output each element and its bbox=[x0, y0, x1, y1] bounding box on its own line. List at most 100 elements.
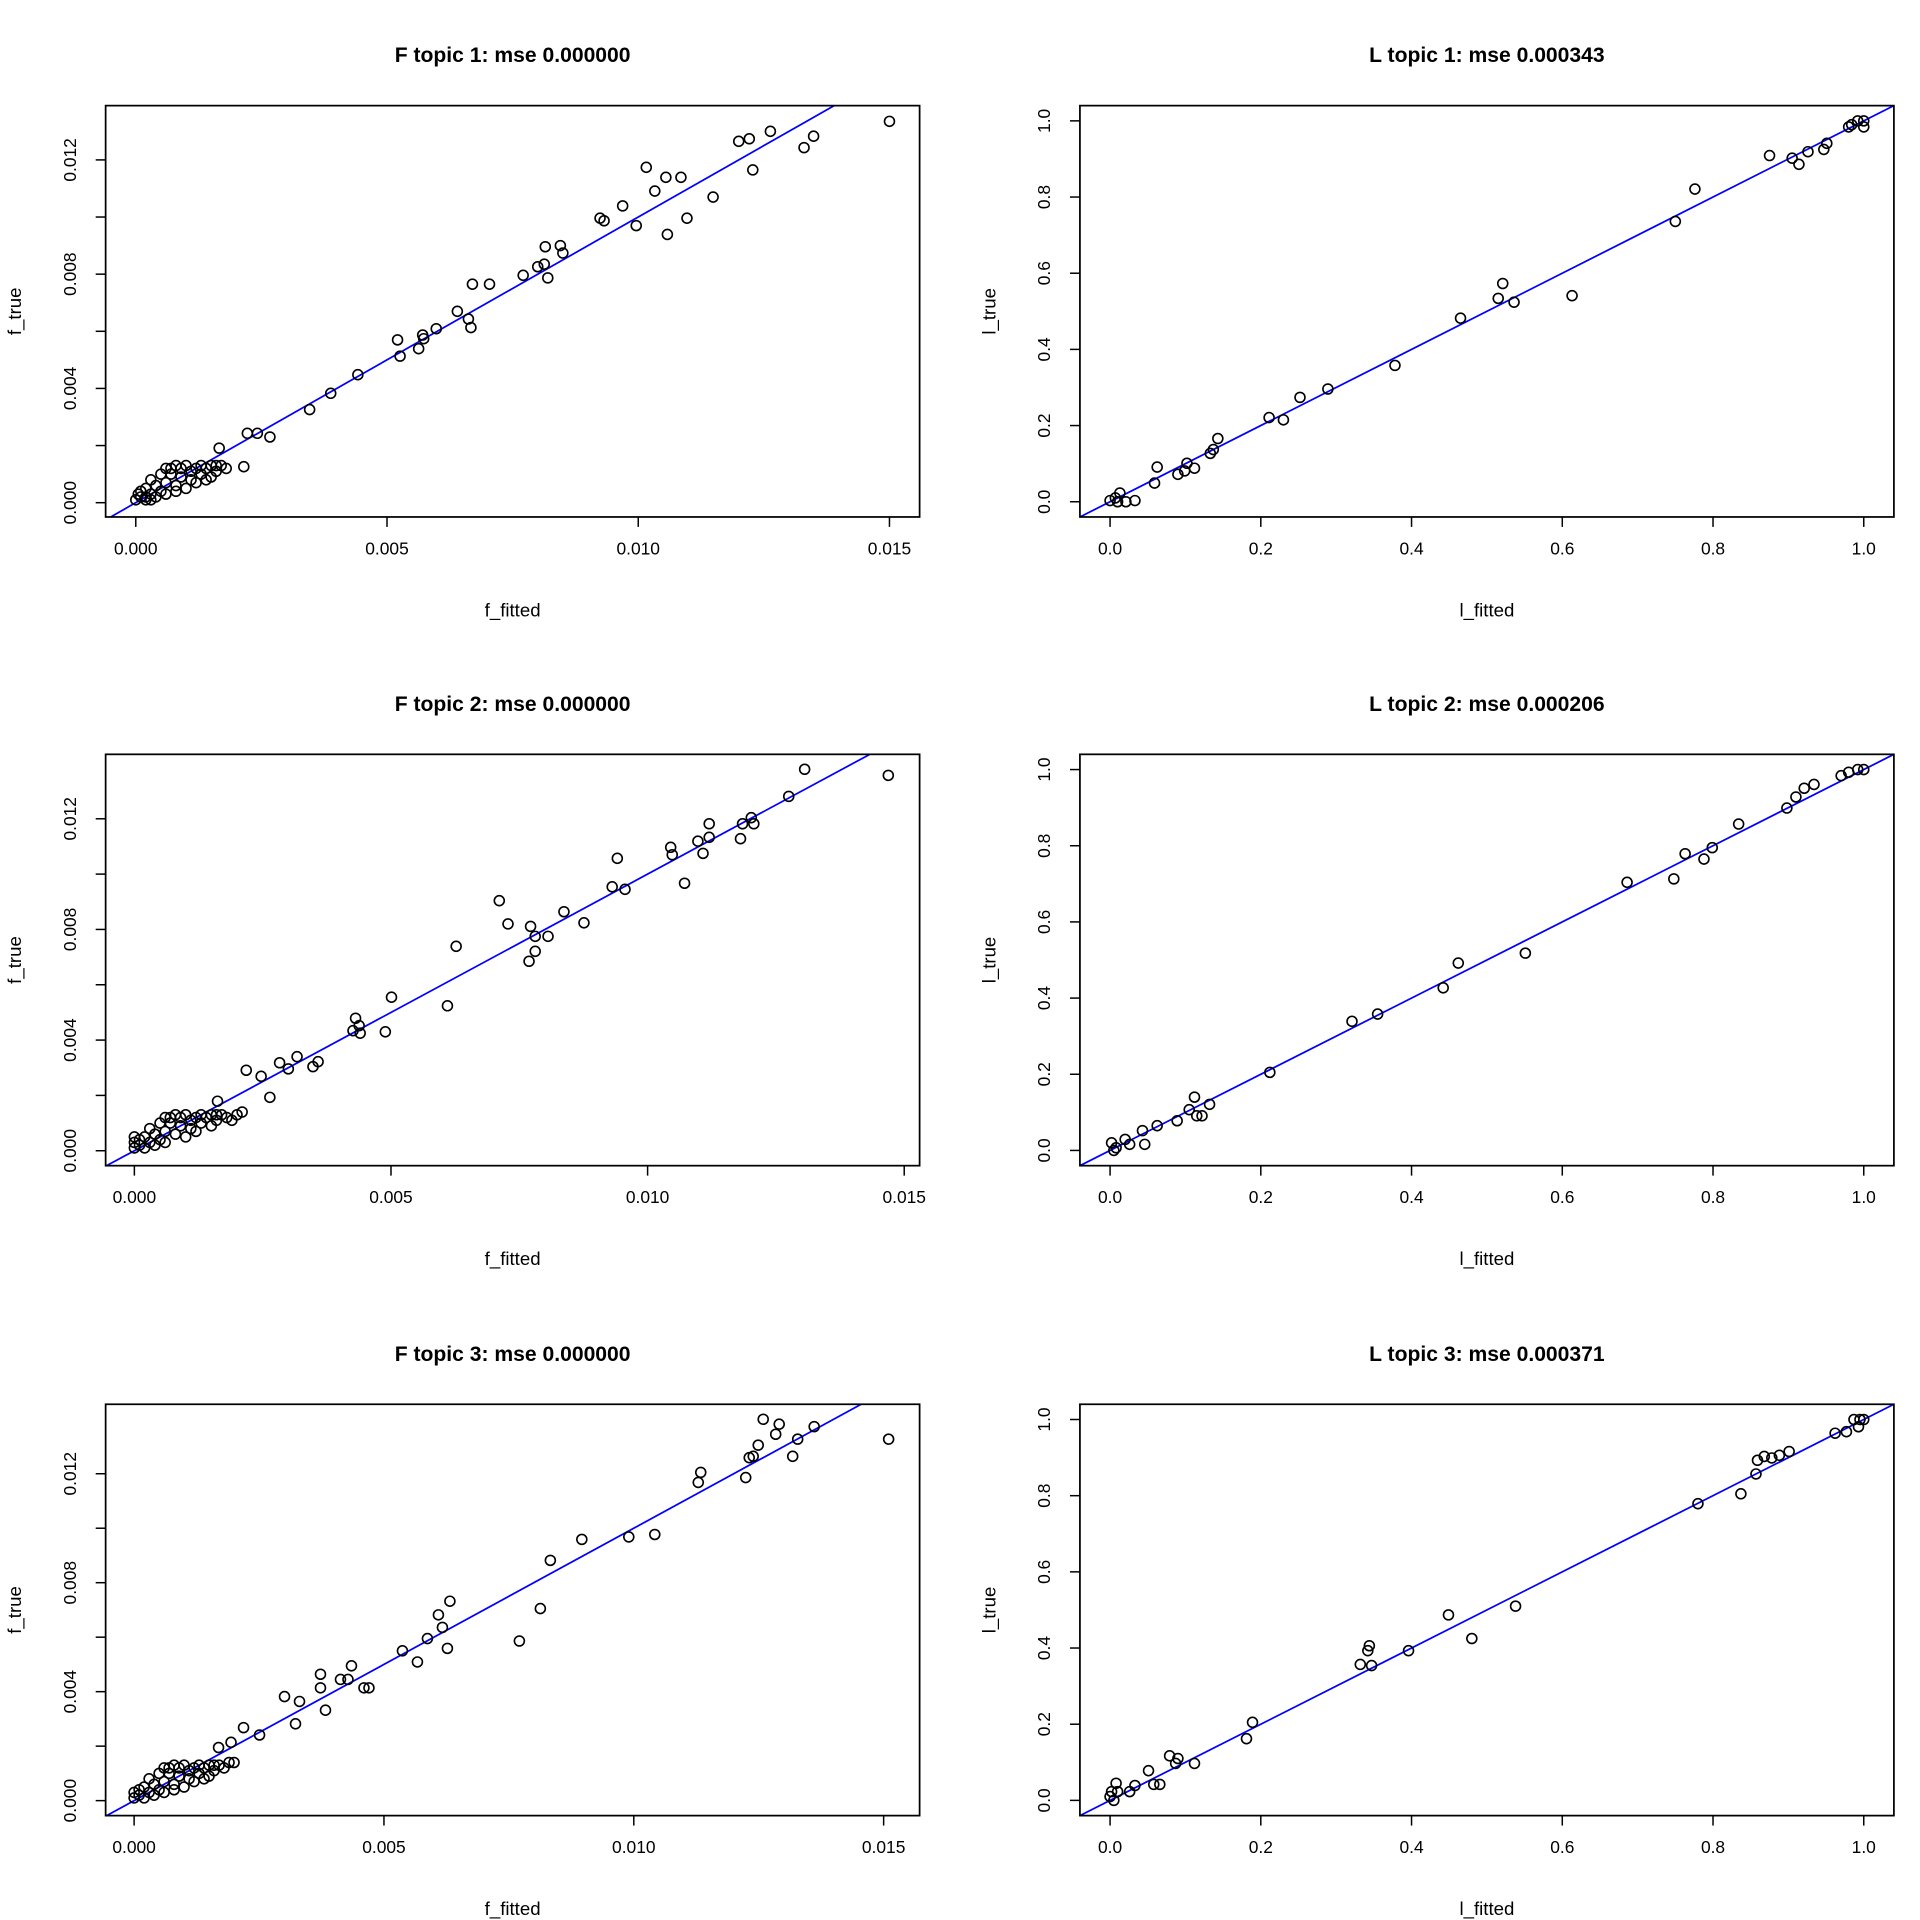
data-point bbox=[1263, 411, 1275, 424]
data-point bbox=[1264, 1066, 1276, 1079]
data-point bbox=[379, 1026, 392, 1038]
y-tick-label: 0.008 bbox=[60, 252, 80, 295]
data-point bbox=[253, 1729, 266, 1741]
data-point bbox=[630, 219, 643, 232]
data-point bbox=[703, 817, 715, 830]
data-point bbox=[483, 278, 496, 290]
x-tick-label: 1.0 bbox=[1852, 1187, 1876, 1207]
x-tick-label: 0.0 bbox=[1098, 1837, 1122, 1857]
data-point bbox=[1679, 847, 1691, 860]
y-tick-label: 1.0 bbox=[1034, 109, 1054, 133]
data-point bbox=[212, 1741, 225, 1754]
data-point bbox=[179, 1108, 192, 1121]
scatter-panel-6: L topic 3: mse 0.000371 l_fitted l_true 0.0… bbox=[978, 1343, 1895, 1920]
data-point bbox=[1322, 383, 1334, 395]
data-point bbox=[1246, 1716, 1259, 1729]
x-tick-label: 0.4 bbox=[1399, 538, 1423, 558]
data-point bbox=[200, 474, 212, 486]
data-point bbox=[170, 479, 182, 492]
plot-frame bbox=[104, 104, 921, 518]
y-tick-label: 0.2 bbox=[1034, 413, 1054, 437]
data-point bbox=[138, 1131, 151, 1143]
data-point bbox=[882, 1433, 895, 1445]
data-point bbox=[1452, 957, 1465, 969]
data-point bbox=[132, 488, 145, 500]
data-point bbox=[293, 1695, 306, 1708]
data-point bbox=[1151, 1119, 1163, 1132]
data-point bbox=[251, 427, 264, 440]
data-point bbox=[692, 835, 704, 847]
data-point bbox=[1111, 495, 1124, 508]
data-point bbox=[159, 1136, 171, 1149]
data-point bbox=[598, 214, 610, 227]
x-tick-label: 0.015 bbox=[868, 538, 911, 558]
y-tick-label: 0.8 bbox=[1034, 1484, 1054, 1508]
plot-frame bbox=[1079, 1403, 1895, 1817]
data-point bbox=[660, 171, 672, 184]
data-point bbox=[531, 260, 544, 273]
data-point bbox=[143, 1773, 155, 1785]
data-point bbox=[1835, 769, 1847, 782]
data-point bbox=[1123, 1785, 1136, 1798]
data-point bbox=[747, 164, 759, 176]
x-tick-label: 0.6 bbox=[1550, 1187, 1574, 1207]
data-point bbox=[140, 482, 152, 495]
data-point bbox=[1845, 118, 1858, 131]
x-tick-label: 0.010 bbox=[612, 1837, 655, 1857]
data-point bbox=[180, 459, 192, 472]
data-point bbox=[1509, 1600, 1522, 1612]
data-point bbox=[619, 883, 631, 896]
data-point bbox=[430, 322, 443, 335]
data-point bbox=[1105, 1137, 1118, 1149]
data-point bbox=[1389, 359, 1401, 372]
data-point bbox=[529, 930, 541, 943]
x-axis-label: f_fitted bbox=[485, 599, 541, 621]
data-point bbox=[883, 115, 896, 128]
data-point bbox=[1454, 312, 1467, 324]
data-point bbox=[578, 917, 590, 929]
y-tick-label: 0.0 bbox=[1034, 1788, 1054, 1812]
x-tick-label: 1.0 bbox=[1852, 538, 1876, 558]
chart-title: F topic 3: mse 0.000000 bbox=[395, 1343, 631, 1366]
data-point bbox=[145, 474, 157, 486]
y-tick-label: 0.000 bbox=[60, 1129, 80, 1172]
data-point bbox=[417, 332, 430, 345]
data-point bbox=[764, 125, 777, 138]
data-point bbox=[303, 403, 316, 416]
data-point bbox=[1519, 947, 1532, 959]
y-tick-label: 1.0 bbox=[1034, 1407, 1054, 1431]
data-point bbox=[241, 427, 254, 440]
data-point bbox=[264, 1091, 276, 1104]
data-point bbox=[1808, 778, 1820, 791]
data-point bbox=[1105, 1785, 1118, 1798]
identity-line bbox=[110, 104, 835, 518]
data-point bbox=[210, 1108, 223, 1121]
data-point bbox=[160, 476, 172, 489]
x-axis-label: f_fitted bbox=[485, 1248, 541, 1270]
data-point bbox=[208, 1759, 220, 1771]
x-tick-label: 0.8 bbox=[1701, 1187, 1725, 1207]
data-point bbox=[314, 1682, 327, 1694]
data-point bbox=[240, 1064, 253, 1077]
data-point bbox=[1848, 1413, 1860, 1426]
data-point bbox=[1437, 982, 1449, 994]
data-point bbox=[1151, 461, 1163, 473]
data-point bbox=[345, 1660, 358, 1672]
data-point bbox=[1138, 1138, 1151, 1151]
x-tick-label: 0.000 bbox=[114, 538, 157, 558]
data-point bbox=[168, 1783, 180, 1796]
data-point bbox=[678, 877, 691, 890]
data-point bbox=[1104, 494, 1116, 507]
data-point bbox=[557, 247, 569, 259]
data-point bbox=[1172, 468, 1184, 481]
data-point bbox=[342, 1673, 354, 1686]
data-point bbox=[743, 132, 756, 145]
data-point bbox=[538, 258, 551, 270]
data-point bbox=[451, 305, 464, 318]
data-point bbox=[358, 1682, 370, 1694]
data-point bbox=[539, 240, 552, 253]
data-point bbox=[736, 817, 749, 830]
data-point bbox=[1786, 152, 1798, 164]
data-point bbox=[1689, 183, 1701, 195]
y-tick-label: 0.0 bbox=[1034, 490, 1054, 514]
